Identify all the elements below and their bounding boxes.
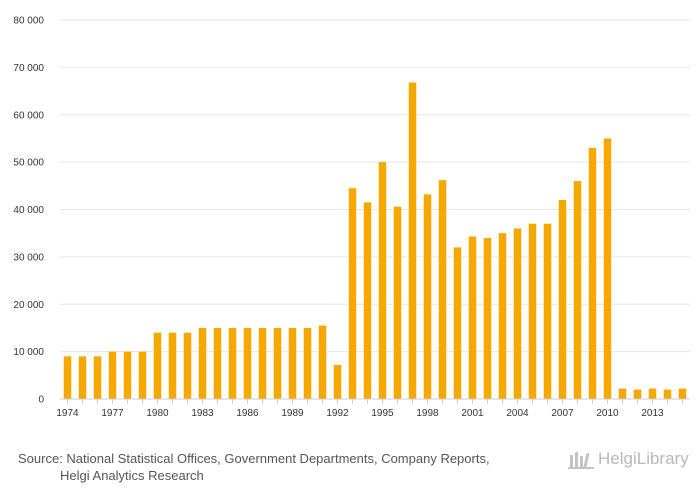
bar-1983 bbox=[198, 327, 207, 399]
bar-2015 bbox=[678, 388, 687, 399]
bar-2009 bbox=[588, 147, 597, 399]
bar-2007 bbox=[558, 200, 567, 399]
library-icon bbox=[568, 452, 594, 469]
bar-2011 bbox=[618, 388, 627, 399]
bar-2003 bbox=[498, 233, 507, 399]
bar-1975 bbox=[78, 356, 87, 399]
gridlines bbox=[60, 19, 690, 353]
x-tick-label: 1995 bbox=[371, 408, 394, 419]
x-tick-label: 1992 bbox=[326, 408, 349, 419]
y-tick-label: 50 000 bbox=[13, 158, 44, 169]
bar-1990 bbox=[303, 327, 312, 399]
bar-2001 bbox=[468, 236, 477, 399]
bar-2013 bbox=[648, 388, 657, 399]
bar-1988 bbox=[273, 327, 282, 399]
x-tick-label: 1974 bbox=[56, 408, 79, 419]
helgi-library-logo: HelgiLibrary bbox=[568, 449, 689, 469]
bar-1989 bbox=[288, 327, 297, 399]
bar-2002 bbox=[483, 237, 492, 399]
x-tick-label: 1986 bbox=[236, 408, 259, 419]
bar-1996 bbox=[393, 206, 402, 399]
bar-1991 bbox=[318, 325, 327, 399]
y-tick-label: 10 000 bbox=[13, 347, 44, 358]
bar-1997 bbox=[408, 82, 417, 399]
bar-2010 bbox=[603, 138, 612, 399]
bar-1987 bbox=[258, 327, 267, 399]
y-tick-label: 60 000 bbox=[13, 110, 44, 121]
bar-1998 bbox=[423, 194, 432, 399]
x-tick-label: 2013 bbox=[641, 408, 664, 419]
bar-1980 bbox=[153, 332, 162, 399]
y-tick-label: 20 000 bbox=[13, 300, 44, 311]
y-tick-label: 0 bbox=[38, 395, 44, 406]
bar-1981 bbox=[168, 332, 177, 399]
bar-chart: 0 10 000 20 000 30 000 40 000 50 000 60 000 70 … bbox=[13, 16, 690, 419]
bar-1977 bbox=[108, 351, 117, 399]
x-tick-label: 2007 bbox=[551, 408, 574, 419]
bar-2006 bbox=[543, 223, 552, 399]
x-axis-ticks: 1974 1977 1980 1983 1986 1989 1992 1995 1998 2001… bbox=[56, 399, 683, 419]
bar-1993 bbox=[348, 188, 357, 399]
bar-1985 bbox=[228, 327, 237, 399]
bar-1974 bbox=[63, 356, 72, 399]
bar-1978 bbox=[123, 351, 132, 399]
y-tick-label: 80 000 bbox=[13, 16, 44, 27]
bar-2008 bbox=[573, 181, 582, 399]
bar-1982 bbox=[183, 332, 192, 399]
bar-2014 bbox=[663, 389, 672, 399]
bar-1999 bbox=[438, 180, 447, 399]
source-line-1: Source: National Statistical Offices, Go… bbox=[18, 451, 490, 466]
source-note: Source: National Statistical Offices, Go… bbox=[18, 450, 558, 484]
logo-text: HelgiLibrary bbox=[598, 449, 689, 468]
bar-2005 bbox=[528, 223, 537, 399]
y-tick-label: 70 000 bbox=[13, 63, 44, 74]
y-axis-ticks: 0 10 000 20 000 30 000 40 000 50 000 60 000 70 … bbox=[13, 16, 44, 406]
x-tick-label: 1977 bbox=[101, 408, 124, 419]
bar-1992 bbox=[333, 364, 342, 399]
x-tick-label: 2004 bbox=[506, 408, 529, 419]
x-tick-label: 2001 bbox=[461, 408, 484, 419]
bar-1979 bbox=[138, 351, 147, 399]
bar-1994 bbox=[363, 202, 372, 399]
bars bbox=[63, 82, 687, 399]
x-tick-label: 1998 bbox=[416, 408, 439, 419]
source-line-2: Helgi Analytics Research bbox=[60, 468, 204, 483]
bar-1984 bbox=[213, 327, 222, 399]
bar-2000 bbox=[453, 247, 462, 399]
bar-1986 bbox=[243, 327, 252, 399]
y-tick-label: 40 000 bbox=[13, 205, 44, 216]
x-tick-label: 1983 bbox=[191, 408, 214, 419]
bar-1976 bbox=[93, 356, 102, 399]
bar-2004 bbox=[513, 228, 522, 399]
bar-1995 bbox=[378, 162, 387, 399]
x-tick-label: 1980 bbox=[146, 408, 169, 419]
bar-2012 bbox=[633, 389, 642, 399]
x-tick-label: 2010 bbox=[596, 408, 619, 419]
x-tick-label: 1989 bbox=[281, 408, 304, 419]
y-tick-label: 30 000 bbox=[13, 252, 44, 263]
